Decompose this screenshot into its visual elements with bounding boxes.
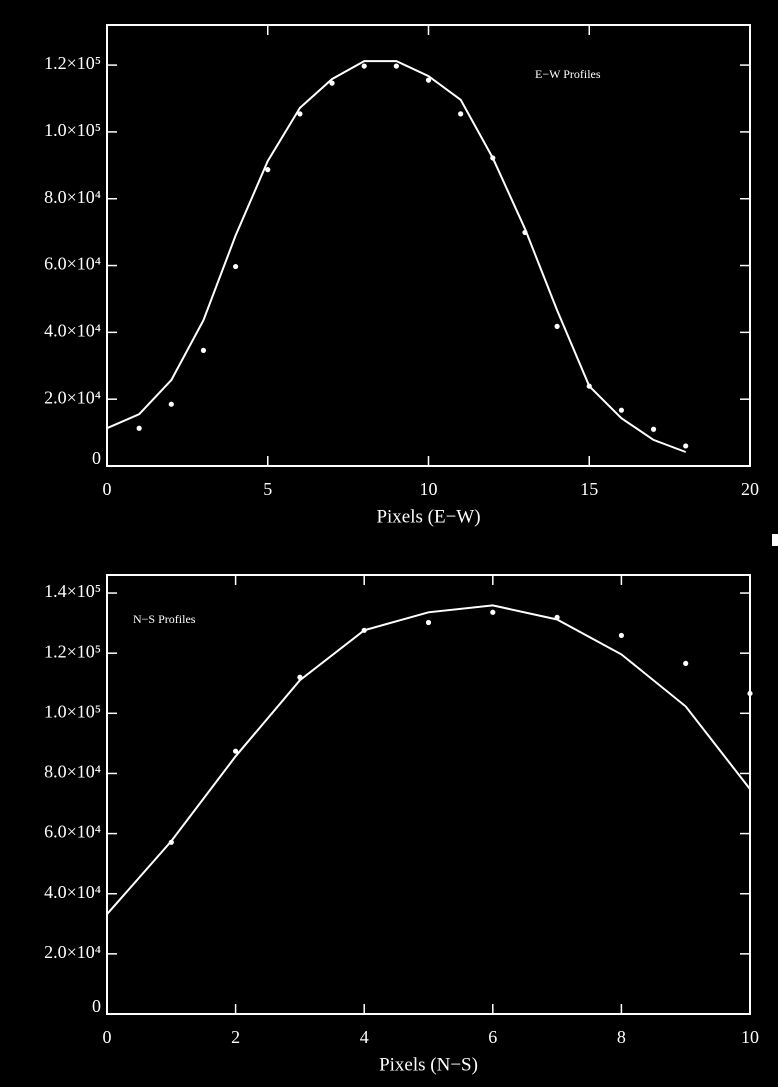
x-tick-label: 8 bbox=[617, 1027, 626, 1047]
x-axis-title: Pixels (E−W) bbox=[376, 506, 480, 527]
data-point bbox=[650, 426, 657, 432]
data-point bbox=[747, 690, 753, 697]
data-point bbox=[265, 167, 271, 173]
x-tick-label: 0 bbox=[103, 1027, 112, 1047]
annotation: N−S Profiles bbox=[133, 612, 196, 626]
x-tick-label: 15 bbox=[580, 479, 598, 499]
fit-line bbox=[106, 604, 751, 915]
y-tick-label: 1.0×10⁵ bbox=[44, 120, 101, 140]
x-tick-label: 4 bbox=[360, 1027, 369, 1047]
data-point bbox=[425, 77, 432, 83]
y-tick-label: 6.0×10⁴ bbox=[44, 822, 101, 842]
x-tick-label: 10 bbox=[420, 479, 438, 499]
y-tick-label: 8.0×10⁴ bbox=[44, 187, 101, 207]
y-tick-label: 4.0×10⁴ bbox=[44, 320, 101, 340]
x-axis-title: Pixels (N−S) bbox=[379, 1054, 478, 1075]
y-tick-label: 4.0×10⁴ bbox=[44, 882, 101, 902]
data-point bbox=[361, 63, 367, 69]
data-point bbox=[393, 63, 399, 69]
y-tick-label: 1.4×10⁵ bbox=[44, 581, 101, 601]
x-tick-label: 10 bbox=[741, 1027, 759, 1047]
annotation: E−W Profiles bbox=[535, 67, 601, 81]
data-point bbox=[618, 407, 625, 413]
y-tick-label: 1.2×10⁵ bbox=[44, 641, 101, 661]
data-point bbox=[297, 111, 303, 117]
data-point bbox=[200, 347, 207, 354]
data-point bbox=[329, 80, 335, 86]
data-point bbox=[490, 609, 496, 615]
x-tick-label: 0 bbox=[103, 479, 112, 499]
x-tick-label: 20 bbox=[741, 479, 759, 499]
y-tick-label: 0 bbox=[92, 996, 101, 1016]
data-point bbox=[683, 660, 689, 667]
data-point bbox=[168, 401, 174, 407]
y-tick-label: 8.0×10⁴ bbox=[44, 762, 101, 782]
data-point bbox=[233, 263, 239, 270]
y-tick-label: 0 bbox=[92, 448, 101, 468]
data-point bbox=[618, 632, 625, 639]
y-tick-label: 6.0×10⁴ bbox=[44, 254, 101, 274]
plot-frame bbox=[106, 574, 751, 1015]
y-tick-label: 2.0×10⁴ bbox=[44, 942, 101, 962]
data-point bbox=[554, 323, 560, 329]
fit-line bbox=[106, 60, 687, 453]
x-tick-label: 6 bbox=[488, 1027, 497, 1047]
stray-mark bbox=[772, 534, 778, 546]
y-tick-label: 1.0×10⁵ bbox=[44, 701, 101, 721]
y-tick-label: 1.2×10⁵ bbox=[44, 53, 101, 73]
x-tick-label: 5 bbox=[263, 479, 272, 499]
x-tick-label: 2 bbox=[231, 1027, 240, 1047]
data-point bbox=[425, 619, 432, 626]
data-point bbox=[136, 425, 142, 431]
data-point bbox=[233, 748, 239, 754]
data-point bbox=[458, 111, 464, 117]
y-tick-label: 2.0×10⁴ bbox=[44, 387, 101, 407]
data-point bbox=[683, 443, 689, 449]
